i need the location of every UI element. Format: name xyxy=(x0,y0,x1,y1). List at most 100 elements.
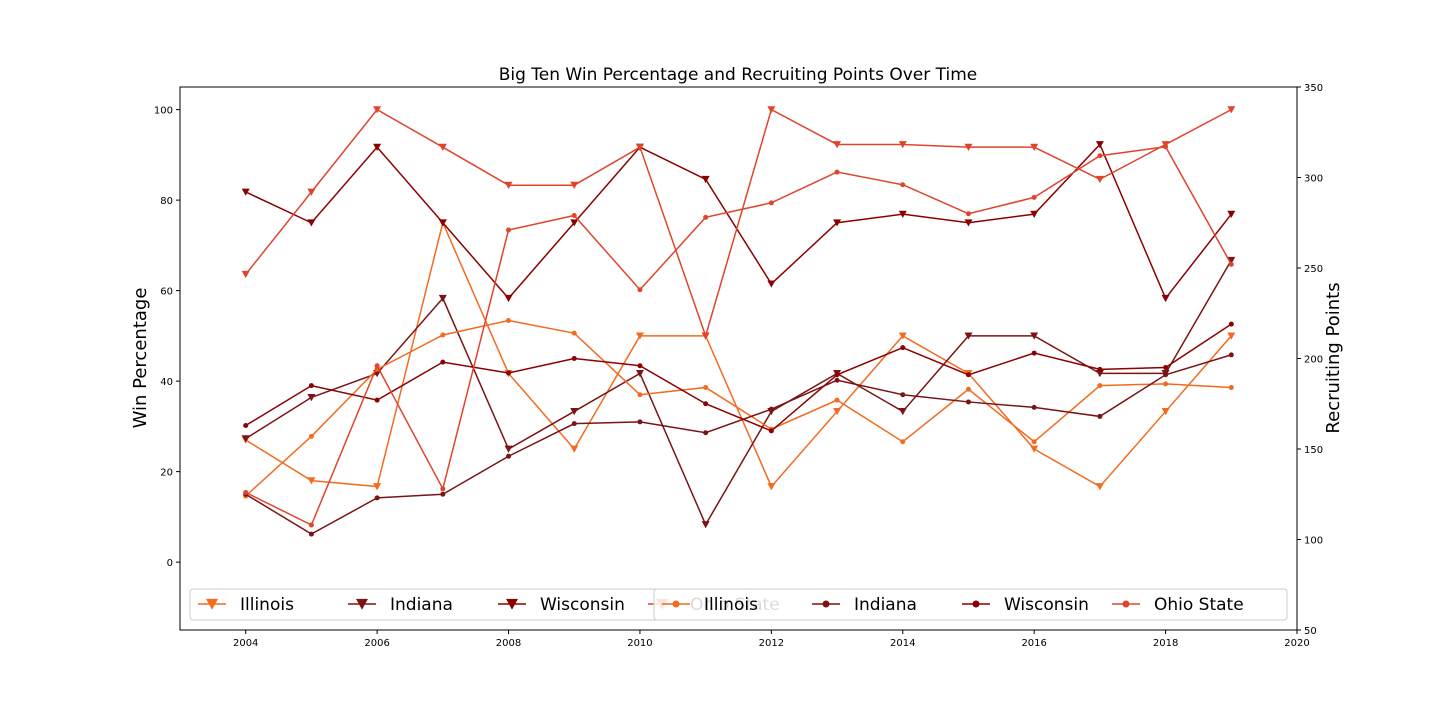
win-point xyxy=(1227,210,1236,218)
win-point xyxy=(307,477,316,485)
y-axis-left-title: Win Percentage xyxy=(130,288,151,429)
recruiting-point xyxy=(834,377,840,383)
recruiting-line xyxy=(245,354,1232,535)
recruiting-point xyxy=(571,330,577,336)
recruiting-point xyxy=(637,287,643,293)
recruiting-point xyxy=(243,489,249,495)
recruiting-point xyxy=(506,227,512,233)
recruiting-point xyxy=(440,491,446,497)
win-point xyxy=(307,394,316,402)
win-point xyxy=(898,210,907,218)
recruiting-point xyxy=(637,392,643,398)
win-point xyxy=(307,219,316,227)
y-axis-right-title: Recruiting Points xyxy=(1323,282,1344,433)
win-point xyxy=(1227,332,1236,340)
recruiting-point xyxy=(834,169,840,175)
win-point xyxy=(1095,175,1104,184)
recruiting-point xyxy=(703,401,709,407)
win-point xyxy=(570,219,579,227)
recruiting-line xyxy=(245,145,1232,527)
y-right-tick-label: 200 xyxy=(1304,355,1323,366)
win-point xyxy=(635,370,644,378)
y-left-tick-label: 0 xyxy=(167,558,173,569)
win-point xyxy=(701,521,710,529)
y-right-tick-label: 150 xyxy=(1304,445,1323,456)
y-left-tick-label: 80 xyxy=(160,196,173,207)
legend-item-illinois: Illinois xyxy=(198,595,294,615)
recruiting-point xyxy=(637,363,643,369)
y-axis-right: 50 100 150 200 250 300 350 xyxy=(1297,83,1323,637)
legend-label: Wisconsin xyxy=(540,595,625,615)
recruiting-point xyxy=(1163,381,1169,387)
win-point xyxy=(767,106,776,114)
recruiting-point xyxy=(571,421,577,427)
win-point xyxy=(504,181,513,189)
legend-label: Indiana xyxy=(854,595,917,615)
win-point xyxy=(1030,210,1039,218)
recruiting-line xyxy=(245,319,1232,497)
win-point xyxy=(373,106,382,114)
recruiting-point xyxy=(703,430,709,436)
legend-item-wisconsin: Wisconsin xyxy=(962,595,1089,615)
recruiting-point xyxy=(703,214,709,220)
recruiting-point xyxy=(1097,366,1103,372)
recruiting-point xyxy=(768,200,774,206)
recruiting-point xyxy=(965,211,971,217)
y-right-tick-label: 50 xyxy=(1304,626,1317,637)
recruiting-point xyxy=(506,453,512,459)
recruiting-line xyxy=(245,323,1232,432)
win-point xyxy=(438,294,447,303)
recruiting-point xyxy=(1228,321,1234,327)
win-point xyxy=(504,445,513,453)
win-point xyxy=(1030,332,1039,340)
win-point xyxy=(1161,294,1170,303)
x-tick-label: 2020 xyxy=(1284,638,1309,649)
legend-marker xyxy=(356,598,368,610)
y-left-tick-label: 100 xyxy=(154,106,173,117)
recruiting-point xyxy=(1097,153,1103,159)
legend-marker xyxy=(822,600,830,608)
y-right-tick-label: 250 xyxy=(1304,264,1323,275)
recruiting-point xyxy=(374,495,380,501)
win-point xyxy=(898,332,907,340)
series-layer xyxy=(241,106,1236,537)
win-point xyxy=(964,219,973,227)
win-point xyxy=(767,483,776,491)
y-right-tick-label: 100 xyxy=(1304,536,1323,547)
legend-label: Illinois xyxy=(704,595,758,615)
legend-item-ohio-state: Ohio State xyxy=(1112,595,1244,615)
win-point xyxy=(1095,370,1104,378)
recruiting-point xyxy=(1228,384,1234,390)
plot-frame xyxy=(179,86,1298,631)
x-tick-label: 2012 xyxy=(759,638,784,649)
y-left-tick-label: 40 xyxy=(160,377,173,388)
win-point xyxy=(767,280,776,288)
recruiting-point xyxy=(1031,350,1037,356)
y-axis-left: 0 20 40 60 80 100 xyxy=(154,106,180,569)
y-left-tick-label: 60 xyxy=(160,287,173,298)
win-point xyxy=(1227,106,1236,114)
win-series-ohio-state xyxy=(241,106,1236,340)
recruiting-point xyxy=(637,419,643,425)
x-tick-label: 2008 xyxy=(496,638,521,649)
win-series-wisconsin xyxy=(241,141,1236,303)
x-tick-label: 2016 xyxy=(1021,638,1046,649)
legend-item-wisconsin: Wisconsin xyxy=(498,595,625,615)
win-point xyxy=(570,181,579,189)
win-point xyxy=(241,270,250,279)
recruiting-point xyxy=(308,433,314,439)
win-point xyxy=(307,188,316,196)
win-point xyxy=(1161,408,1170,416)
legend-label: Ohio State xyxy=(1154,595,1244,615)
win-point xyxy=(701,175,710,184)
recruiting-point xyxy=(900,345,906,351)
win-point xyxy=(635,143,644,151)
recruiting-point xyxy=(571,213,577,219)
y-right-tick-label: 300 xyxy=(1304,174,1323,185)
recruiting-point xyxy=(308,531,314,537)
recruiting-point xyxy=(1097,383,1103,389)
win-line xyxy=(245,220,1232,488)
win-point xyxy=(1095,141,1104,149)
win-point xyxy=(635,332,644,340)
legend-recruiting-series: Illinois Indiana Wisconsin Ohio State xyxy=(653,588,1288,621)
